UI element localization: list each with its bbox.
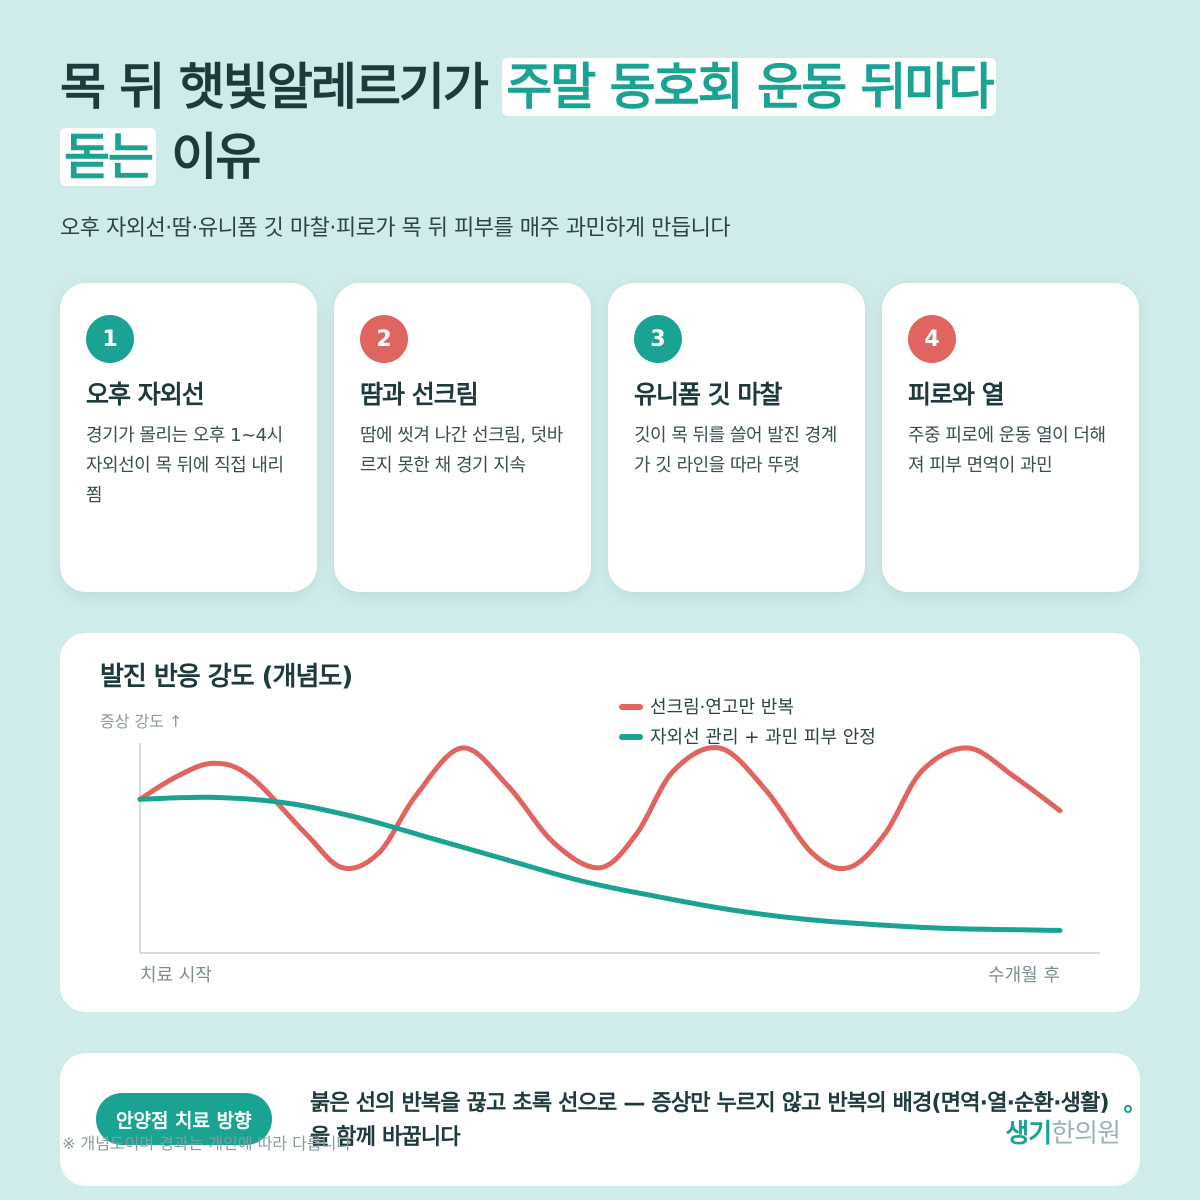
- card-description: 주중 피로에 운동 열이 더해져 피부 면역이 과민: [908, 425, 1106, 476]
- card-title: 피로와 열: [908, 380, 1005, 409]
- cause-card-4: 4 피로와 열 주중 피로에 운동 열이 더해져 피부 면역이 과민: [882, 283, 1139, 592]
- legend: 선크림·연고만 반복 자외선 관리 + 과민 피부 안정: [619, 697, 876, 748]
- card-number-badge: 2: [360, 315, 408, 363]
- logo-dot-icon: [1124, 1105, 1132, 1113]
- card-description: 깃이 목 뒤를 쓸어 발진 경계가 깃 라인을 따라 뚜렷: [634, 425, 837, 476]
- cause-card-3: 3 유니폼 깃 마찰 깃이 목 뒤를 쓸어 발진 경계가 깃 라인을 따라 뚜렷: [608, 283, 865, 592]
- chart-title: 발진 반응 강도 (개념도): [100, 662, 352, 692]
- cause-card-2: 2 땀과 선크림 땀에 씻겨 나간 선크림, 덧바르지 못한 채 경기 지속: [334, 283, 591, 592]
- card-title: 유니폼 깃 마찰: [634, 380, 782, 409]
- title-highlight1: 주말 동호회 운동 뒤마다: [502, 58, 997, 116]
- title-highlight2: 돋는: [60, 128, 156, 186]
- x-start-label: 치료 시작: [140, 965, 212, 986]
- card-number-badge: 4: [908, 315, 956, 363]
- legend-label-teal: 자외선 관리 + 과민 피부 안정: [650, 727, 876, 748]
- card-description: 경기가 몰리는 오후 1~4시 자외선이 목 뒤에 직접 내리쬠: [86, 425, 284, 506]
- card-title: 땀과 선크림: [360, 380, 479, 409]
- clinic-logo: 생기한의원: [1005, 1105, 1132, 1150]
- series-line-red: [137, 744, 1063, 871]
- series-layer: [137, 744, 1063, 933]
- logo-sub: 한의원: [1051, 1119, 1121, 1149]
- series-line-teal: [137, 794, 1063, 933]
- card-number-badge: 1: [86, 315, 134, 363]
- footnote: ※ 개념도이며 경과는 개인에 따라 다릅니다: [62, 1134, 352, 1153]
- treatment-direction-card: 안양점 치료 방향 붉은 선의 반복을 끊고 초록 선으로 — 증상만 누르지 …: [60, 1053, 1140, 1186]
- treatment-direction-text: 붉은 선의 반복을 끊고 초록 선으로 — 증상만 누르지 않고 반복의 배경(…: [310, 1091, 1110, 1150]
- line-chart: 발진 반응 강도 (개념도) 증상 강도 ↑ 치료 시작 수개월 후 선크림·연…: [100, 662, 1100, 986]
- cause-card-1: 1 오후 자외선 경기가 몰리는 오후 1~4시 자외선이 목 뒤에 직접 내리…: [60, 283, 317, 592]
- title-part2: 이유: [171, 128, 261, 186]
- y-axis-label: 증상 강도 ↑: [100, 712, 182, 731]
- x-end-label: 수개월 후: [988, 965, 1060, 986]
- logo-main: 생기: [1005, 1119, 1052, 1149]
- card-number-badge: 3: [634, 315, 682, 363]
- branch-pill: 안양점 치료 방향: [96, 1093, 272, 1145]
- page-title: 목 뒤 햇빛알레르기가 주말 동호회 운동 뒤마다 돋는 이유: [60, 52, 1160, 192]
- page-subtitle: 오후 자외선·땀·유니폼 깃 마찰·피로가 목 뒤 피부를 매주 과민하게 만듭…: [60, 216, 731, 241]
- card-title: 오후 자외선: [86, 380, 205, 409]
- legend-label-red: 선크림·연고만 반복: [650, 697, 794, 718]
- chart-card: 발진 반응 강도 (개념도) 증상 강도 ↑ 치료 시작 수개월 후 선크림·연…: [60, 633, 1140, 1012]
- card-description: 땀에 씻겨 나간 선크림, 덧바르지 못한 채 경기 지속: [360, 425, 563, 476]
- title-part1: 목 뒤 햇빛알레르기가: [60, 58, 489, 116]
